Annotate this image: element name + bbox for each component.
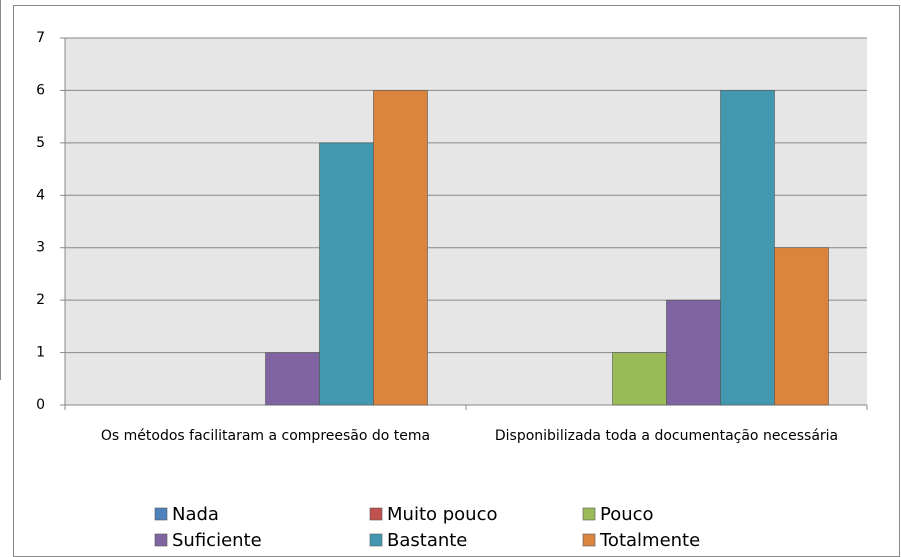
y-tick-label: 6 <box>36 82 45 98</box>
legend-swatch <box>154 507 168 521</box>
bar <box>612 352 667 406</box>
bar <box>373 90 428 406</box>
y-tick-label: 3 <box>36 240 45 256</box>
y-tick-label: 1 <box>36 345 45 361</box>
legend-swatch <box>369 533 383 547</box>
y-tick-label: 2 <box>36 292 45 308</box>
x-tick-label: Os métodos facilitaram a compreesão do t… <box>101 428 430 444</box>
legend-label: Suficiente <box>172 530 262 551</box>
legend-label: Muito pouco <box>387 504 498 525</box>
x-tick-label: Disponibilizada toda a documentação nece… <box>495 428 838 444</box>
bar <box>666 299 721 406</box>
legend-swatch <box>154 533 168 547</box>
bar <box>319 142 374 406</box>
legend-swatch <box>369 507 383 521</box>
y-tick-label: 5 <box>36 135 45 151</box>
bar <box>720 90 775 406</box>
bar <box>774 247 829 406</box>
legend-label: Pouco <box>600 504 654 525</box>
y-tick-label: 7 <box>36 30 45 46</box>
y-tick-label: 4 <box>36 187 45 203</box>
legend-label: Totalmente <box>599 530 700 551</box>
bar <box>265 352 320 406</box>
legend-label: Nada <box>172 504 219 525</box>
y-tick-label: 0 <box>36 397 45 413</box>
legend-swatch <box>582 507 596 521</box>
legend-swatch <box>582 533 596 547</box>
legend-label: Bastante <box>387 530 467 551</box>
